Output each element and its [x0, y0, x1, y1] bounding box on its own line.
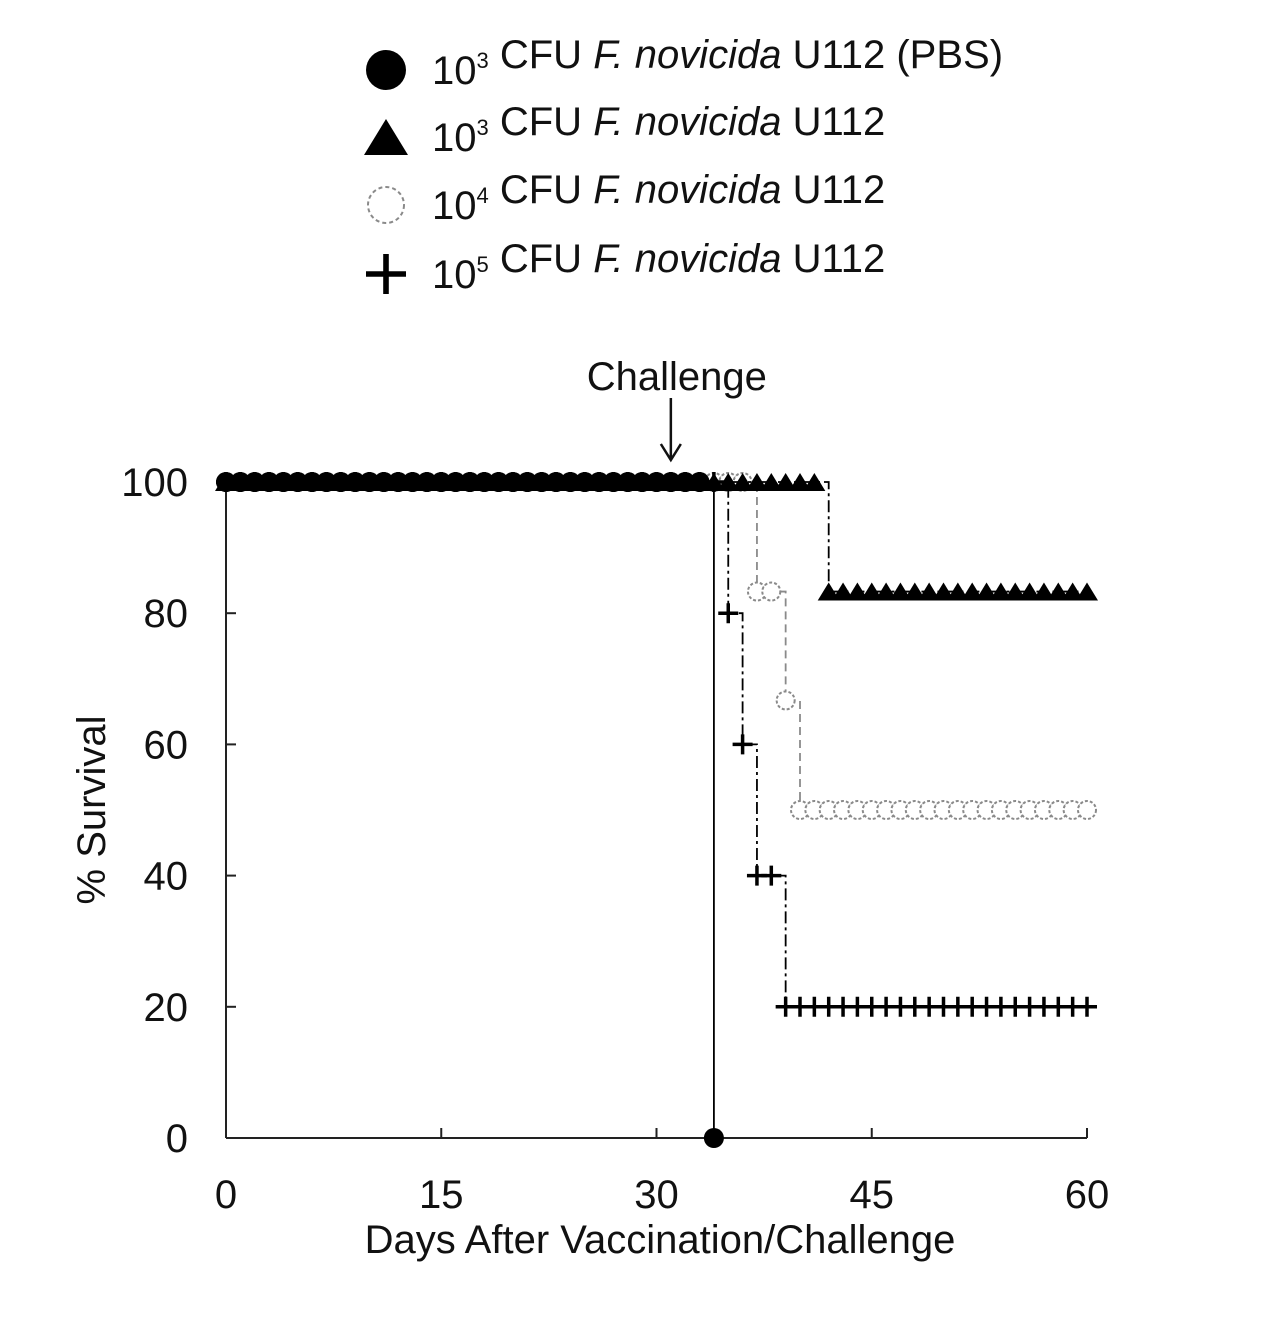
x-tick-label: 45: [850, 1173, 895, 1217]
y-tick-label: 40: [144, 855, 189, 899]
x-tick-label: 15: [419, 1173, 464, 1217]
challenge-label: Challenge: [587, 355, 767, 399]
y-tick-label: 60: [144, 723, 189, 767]
legend-marker-filled-circle-icon: [366, 50, 406, 90]
data-point: [690, 472, 710, 492]
y-tick-label: 80: [144, 592, 189, 636]
y-axis-title: % Survival: [70, 716, 114, 905]
x-axis-title: Days After Vaccination/Challenge: [365, 1218, 956, 1262]
y-tick-label: 100: [121, 461, 188, 505]
data-point: [704, 1128, 724, 1148]
x-tick-label: 0: [215, 1173, 237, 1217]
y-tick-label: 0: [166, 1117, 188, 1161]
y-tick-label: 20: [144, 986, 189, 1030]
data-point: [1078, 801, 1096, 819]
legend-marker-open-circle-icon: [368, 187, 404, 223]
data-point: [777, 691, 795, 709]
x-tick-label: 30: [634, 1173, 679, 1217]
x-tick-label: 60: [1065, 1173, 1110, 1217]
data-point: [762, 583, 780, 601]
